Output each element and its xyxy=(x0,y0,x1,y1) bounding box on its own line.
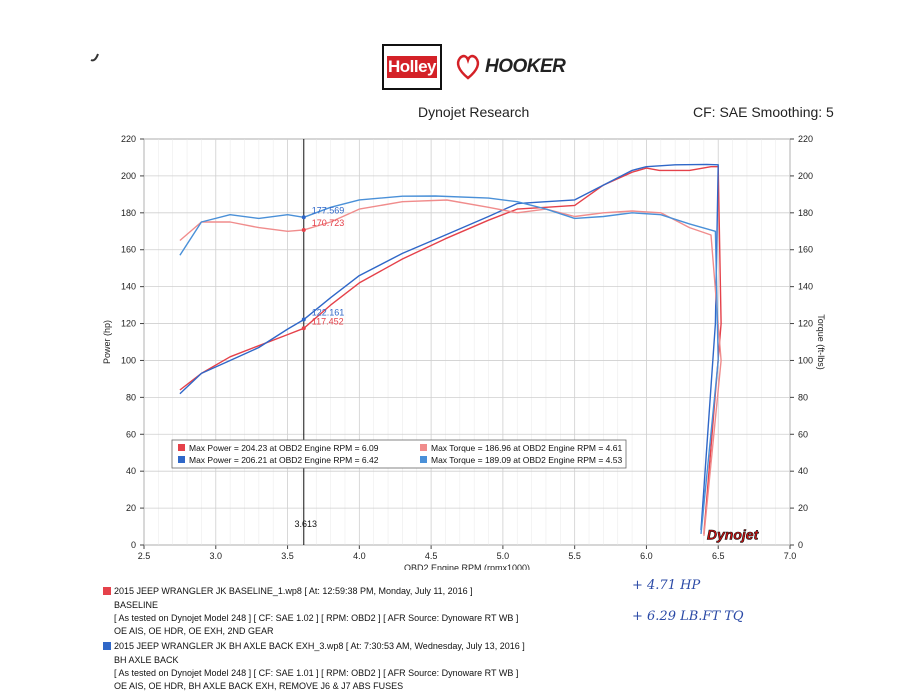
x-tick-label: 3.0 xyxy=(210,551,223,561)
holley-logo-text: Holley xyxy=(387,57,437,76)
cursor-label: 177.569 xyxy=(312,205,345,215)
handwritten-hp-gain: + 4.71 HP xyxy=(632,578,701,593)
y-tick-label-right: 80 xyxy=(798,392,808,402)
company-name: Dynojet Research xyxy=(418,104,530,120)
run2-name: BH AXLE BACK xyxy=(114,655,179,665)
handwritten-torque-gain: + 6.29 LB.FT TQ xyxy=(632,609,744,624)
x-tick-label: 4.5 xyxy=(425,551,438,561)
y-tick-label-right: 120 xyxy=(798,319,813,329)
run2-title: 2015 JEEP WRANGLER JK BH AXLE BACK EXH_3… xyxy=(114,641,525,651)
legend-box xyxy=(171,439,627,469)
cursor-point xyxy=(301,215,306,220)
cursor-value: 3.613 xyxy=(295,519,318,529)
hooker-heart-icon xyxy=(456,54,480,80)
series-line xyxy=(179,166,722,534)
y-tick-label-left: 200 xyxy=(121,171,136,181)
dynojet-watermark: Dynojet xyxy=(707,526,760,542)
legend-swatch xyxy=(420,444,427,451)
x-tick-label: 7.0 xyxy=(784,551,797,561)
y-tick-label-right: 180 xyxy=(798,208,813,218)
run1-name: BASELINE xyxy=(114,600,159,610)
y-tick-label-left: 80 xyxy=(126,392,136,402)
legend-entry: Max Torque = 189.09 at OBD2 Engine RPM =… xyxy=(431,455,622,465)
legend-swatch xyxy=(178,444,185,451)
x-tick-label: 6.5 xyxy=(712,551,725,561)
y-tick-label-right: 160 xyxy=(798,245,813,255)
correction-settings: CF: SAE Smoothing: 5 xyxy=(693,104,834,120)
series-line xyxy=(179,195,719,534)
legend-entry: Max Torque = 186.96 at OBD2 Engine RPM =… xyxy=(431,443,622,453)
y-tick-label-left: 20 xyxy=(126,503,136,513)
x-tick-label: 5.0 xyxy=(497,551,510,561)
run2-swatch xyxy=(103,642,111,650)
cursor-point xyxy=(301,326,306,331)
y-tick-label-left: 160 xyxy=(121,245,136,255)
hooker-logo-text: HOOKER xyxy=(485,56,566,77)
cursor-point xyxy=(301,227,306,232)
legend-swatch xyxy=(420,456,427,463)
x-tick-label: 6.0 xyxy=(640,551,653,561)
y-tick-label-right: 100 xyxy=(798,355,813,365)
x-tick-label: 5.5 xyxy=(568,551,581,561)
plot-area xyxy=(143,138,791,546)
y-tick-label-right: 60 xyxy=(798,429,808,439)
legend-entry: Max Power = 204.23 at OBD2 Engine RPM = … xyxy=(189,443,379,453)
y-tick-label-right: 0 xyxy=(798,540,803,550)
y-tick-label-right: 140 xyxy=(798,282,813,292)
run1-notes: OE AIS, OE HDR, OE EXH, 2ND GEAR xyxy=(114,626,274,636)
cursor-label: 117.452 xyxy=(312,316,344,326)
run1-tested: [ As tested on Dynojet Model 248 ] [ CF:… xyxy=(114,613,519,623)
scan-mark-icon xyxy=(90,53,99,62)
holley-logo: Holley xyxy=(382,44,442,90)
y-tick-label-right: 200 xyxy=(798,171,813,181)
hooker-logo: HOOKER xyxy=(455,50,566,84)
run2-notes: OE AIS, OE HDR, BH AXLE BACK EXH, REMOVE… xyxy=(114,681,404,691)
y-tick-label-right: 40 xyxy=(798,466,808,476)
run2-title-row: 2015 JEEP WRANGLER JK BH AXLE BACK EXH_3… xyxy=(103,641,525,651)
y-tick-label-left: 140 xyxy=(121,282,136,292)
y-axis-label-left: Power (hp) xyxy=(102,320,112,364)
y-tick-label-right: 20 xyxy=(798,503,808,513)
cursor-point xyxy=(301,317,306,322)
run1-swatch xyxy=(103,587,111,595)
x-tick-label: 3.5 xyxy=(281,551,294,561)
y-tick-label-left: 40 xyxy=(126,466,136,476)
x-tick-label: 2.5 xyxy=(138,551,151,561)
y-tick-label-left: 0 xyxy=(131,540,136,550)
legend-entry: Max Power = 206.21 at OBD2 Engine RPM = … xyxy=(189,455,379,465)
series-line xyxy=(179,199,722,536)
y-tick-label-left: 60 xyxy=(126,429,136,439)
y-tick-label-left: 180 xyxy=(121,208,136,218)
run2-tested: [ As tested on Dynojet Model 248 ] [ CF:… xyxy=(114,668,519,678)
y-axis-label-right: Torque (ft-lbs) xyxy=(816,314,826,370)
cursor-label: 122.161 xyxy=(312,308,345,318)
y-tick-label-left: 120 xyxy=(121,319,136,329)
run1-title: 2015 JEEP WRANGLER JK BASELINE_1.wp8 [ A… xyxy=(114,586,473,596)
run1-title-row: 2015 JEEP WRANGLER JK BASELINE_1.wp8 [ A… xyxy=(103,586,473,596)
legend-swatch xyxy=(178,456,185,463)
y-tick-label-left: 100 xyxy=(121,355,136,365)
y-tick-label-right: 220 xyxy=(798,134,813,144)
y-tick-label-left: 220 xyxy=(121,134,136,144)
cursor-label: 170.723 xyxy=(312,218,345,228)
x-tick-label: 4.0 xyxy=(353,551,366,561)
dyno-chart: 2.5 3.0 3.5 4.0 4.5 5.0 5.5 6.0 6.5 7.00204060801… xyxy=(102,134,826,570)
x-axis-label: OBD2 Engine RPM (rpmx1000) xyxy=(404,563,530,570)
